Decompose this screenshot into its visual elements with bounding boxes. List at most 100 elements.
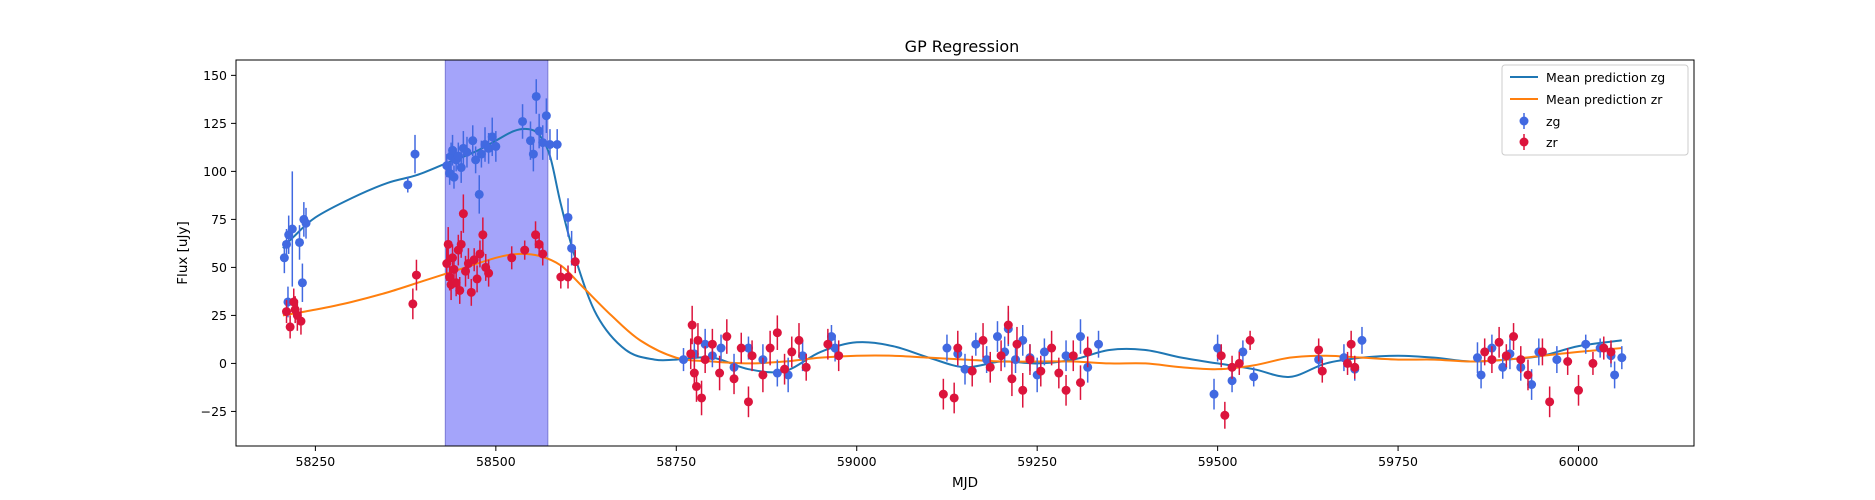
zr-point	[1245, 330, 1255, 350]
zr-marker	[691, 381, 701, 391]
legend-mean-zr-label: Mean prediction zr	[1546, 92, 1663, 107]
zg-point	[449, 165, 459, 189]
zr-point	[1054, 357, 1064, 389]
zr-marker	[538, 249, 548, 259]
zr-marker	[1245, 335, 1255, 345]
zr-point	[478, 217, 488, 253]
zr-marker	[938, 389, 948, 399]
zr-marker	[520, 245, 530, 255]
zr-marker	[458, 209, 468, 219]
zg-marker	[772, 368, 782, 378]
legend-zg-label: zg	[1546, 114, 1561, 129]
zr-marker	[736, 343, 746, 353]
zr-marker	[456, 239, 466, 249]
zg-marker	[448, 145, 458, 155]
zr-point	[1588, 351, 1598, 375]
zg-point	[942, 334, 952, 362]
zg-marker	[1227, 376, 1237, 386]
zr-point	[1003, 305, 1013, 345]
zg-point	[297, 263, 307, 302]
zg-marker	[798, 351, 808, 361]
zg-marker	[491, 141, 501, 151]
zr-marker	[765, 343, 775, 353]
zg-marker	[1617, 353, 1627, 363]
zr-point	[729, 363, 739, 395]
zr-point	[707, 328, 717, 360]
zg-marker	[468, 136, 478, 146]
zr-point	[466, 278, 476, 306]
zr-point	[1036, 355, 1046, 387]
zr-point	[1545, 386, 1555, 418]
zg-marker	[518, 116, 528, 126]
zr-marker	[466, 287, 476, 297]
zg-point	[1581, 334, 1591, 354]
zr-marker	[285, 322, 295, 332]
zr-point	[765, 330, 775, 366]
zr-marker	[697, 393, 707, 403]
zr-marker	[445, 272, 455, 282]
zr-marker	[1068, 351, 1078, 361]
zg-point	[1552, 346, 1562, 374]
zr-point	[1350, 355, 1360, 379]
zg-marker	[1249, 372, 1259, 382]
zr-point	[1068, 340, 1078, 372]
zr-marker	[949, 393, 959, 403]
zg-marker	[541, 111, 551, 121]
zg-marker	[1238, 347, 1248, 357]
zg-point	[1610, 361, 1620, 389]
zr-point	[411, 259, 421, 291]
zr-marker	[722, 332, 732, 342]
x-tick-label: 59000	[837, 454, 877, 469]
zg-marker	[716, 343, 726, 353]
zr-point	[1317, 359, 1327, 383]
zr-point	[1061, 374, 1071, 406]
zr-point	[443, 227, 453, 262]
zg-marker	[830, 343, 840, 353]
zr-marker	[758, 370, 768, 380]
zg-marker	[528, 149, 538, 159]
zr-point	[1083, 336, 1093, 368]
x-axis-label: MJD	[952, 475, 978, 491]
zr-point	[1509, 323, 1519, 350]
zg-marker	[982, 355, 992, 365]
zg-point	[518, 104, 528, 139]
zr-point	[1599, 336, 1609, 360]
zg-marker	[531, 91, 541, 101]
zg-marker	[1610, 370, 1620, 380]
zr-point	[538, 242, 548, 266]
zr-marker	[478, 230, 488, 240]
zg-marker	[1039, 347, 1049, 357]
zg-point	[541, 98, 551, 133]
zr-marker	[556, 272, 566, 282]
zr-point	[978, 323, 988, 358]
y-tick-label: 100	[203, 164, 227, 179]
zg-marker	[279, 253, 289, 263]
zr-point	[801, 353, 811, 381]
zg-point	[992, 321, 1002, 352]
zg-marker	[287, 224, 297, 234]
zr-marker	[715, 368, 725, 378]
zr-marker	[451, 278, 461, 288]
zg-point	[528, 136, 538, 172]
zr-point	[472, 265, 482, 293]
zr-marker	[411, 270, 421, 280]
zr-point	[996, 340, 1006, 372]
zr-point	[1234, 351, 1244, 375]
zr-point	[1516, 346, 1526, 374]
zr-marker	[772, 328, 782, 338]
zr-marker	[448, 253, 458, 263]
zr-point	[1487, 346, 1497, 374]
zg-point	[287, 171, 297, 287]
zg-point	[1617, 346, 1627, 370]
zg-point	[1209, 378, 1219, 410]
zr-point	[736, 332, 746, 364]
zr-point	[794, 323, 804, 358]
zg-point	[538, 125, 548, 160]
zr-point	[1606, 340, 1616, 364]
zr-points	[282, 194, 1616, 429]
x-axis-ticks: 58250 58500 58750 59000 59250 59500 59750 60000	[296, 446, 1598, 469]
x-tick-label: 58250	[296, 454, 336, 469]
zr-marker	[455, 285, 465, 295]
zr-marker	[289, 297, 299, 307]
zr-marker	[1018, 385, 1028, 395]
